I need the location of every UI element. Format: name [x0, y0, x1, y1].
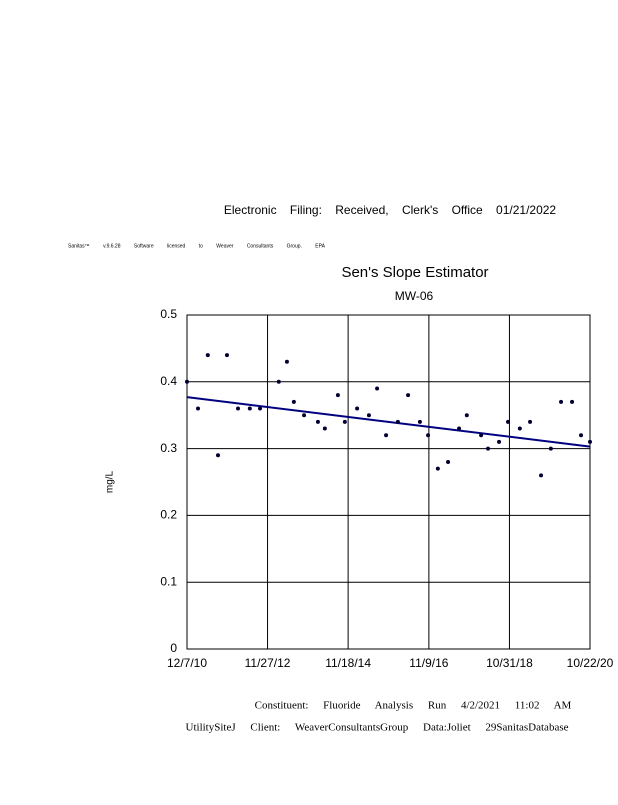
y-axis-label: mg/L [105, 470, 116, 493]
y-tick-label: 0.4 [160, 374, 177, 388]
data-point [258, 406, 263, 411]
data-point [417, 419, 422, 424]
footer-line: UtilitySiteJ Client: WeaverConsultantsGr… [186, 722, 569, 734]
data-point [284, 359, 289, 364]
data-point [486, 446, 491, 451]
data-point [426, 433, 431, 438]
filing-header: Electronic Filing: Received, Clerk's Off… [224, 203, 557, 217]
y-tick-label: 0 [170, 641, 177, 655]
data-point [315, 419, 320, 424]
data-point [579, 433, 584, 438]
data-point [464, 413, 469, 418]
data-point [185, 379, 189, 384]
data-point [548, 446, 553, 451]
data-point [517, 426, 522, 431]
data-point [355, 406, 360, 411]
x-tick-label: 11/18/14 [325, 656, 371, 670]
data-point [235, 406, 240, 411]
data-point [224, 353, 229, 358]
y-tick-label: 0.5 [160, 307, 177, 321]
data-point [446, 459, 451, 464]
chart-subtitle: MW-06 [395, 289, 434, 303]
data-point [479, 433, 484, 438]
data-point [539, 473, 544, 478]
data-point [528, 419, 533, 424]
data-point [322, 426, 327, 431]
data-point [435, 466, 440, 471]
data-point [216, 453, 220, 458]
data-point [302, 413, 307, 418]
y-tick-label: 0.2 [160, 508, 177, 522]
data-point [335, 393, 340, 398]
data-point [366, 413, 371, 418]
data-point [559, 399, 564, 404]
footer-line: Constituent: Fluoride Analysis Run 4/2/2… [255, 700, 572, 712]
data-point [342, 419, 347, 424]
data-point [457, 426, 462, 431]
x-tick-label: 11/9/16 [409, 656, 448, 670]
x-tick-label: 11/27/12 [245, 656, 291, 670]
data-point [196, 406, 201, 411]
data-point [384, 433, 389, 438]
plot-area [186, 314, 591, 650]
data-point [406, 393, 411, 398]
data-point [395, 419, 400, 424]
data-point [291, 399, 296, 404]
data-point [205, 353, 210, 358]
x-tick-label: 10/22/20 [567, 656, 614, 670]
data-point [506, 419, 511, 424]
software-note: Sanitas™ v.9.6.28 Software licensed to W… [68, 243, 326, 249]
chart-title: Sen's Slope Estimator [341, 264, 488, 281]
x-tick-label: 12/7/10 [167, 656, 207, 670]
y-tick-label: 0.1 [160, 574, 177, 588]
data-point [497, 439, 502, 444]
data-point [375, 386, 380, 391]
data-point [570, 399, 575, 404]
data-point [247, 406, 252, 411]
data-point [276, 379, 281, 384]
y-tick-label: 0.3 [160, 441, 177, 455]
trend-line [186, 396, 591, 448]
x-tick-label: 10/31/18 [486, 656, 533, 670]
data-point [588, 439, 592, 444]
